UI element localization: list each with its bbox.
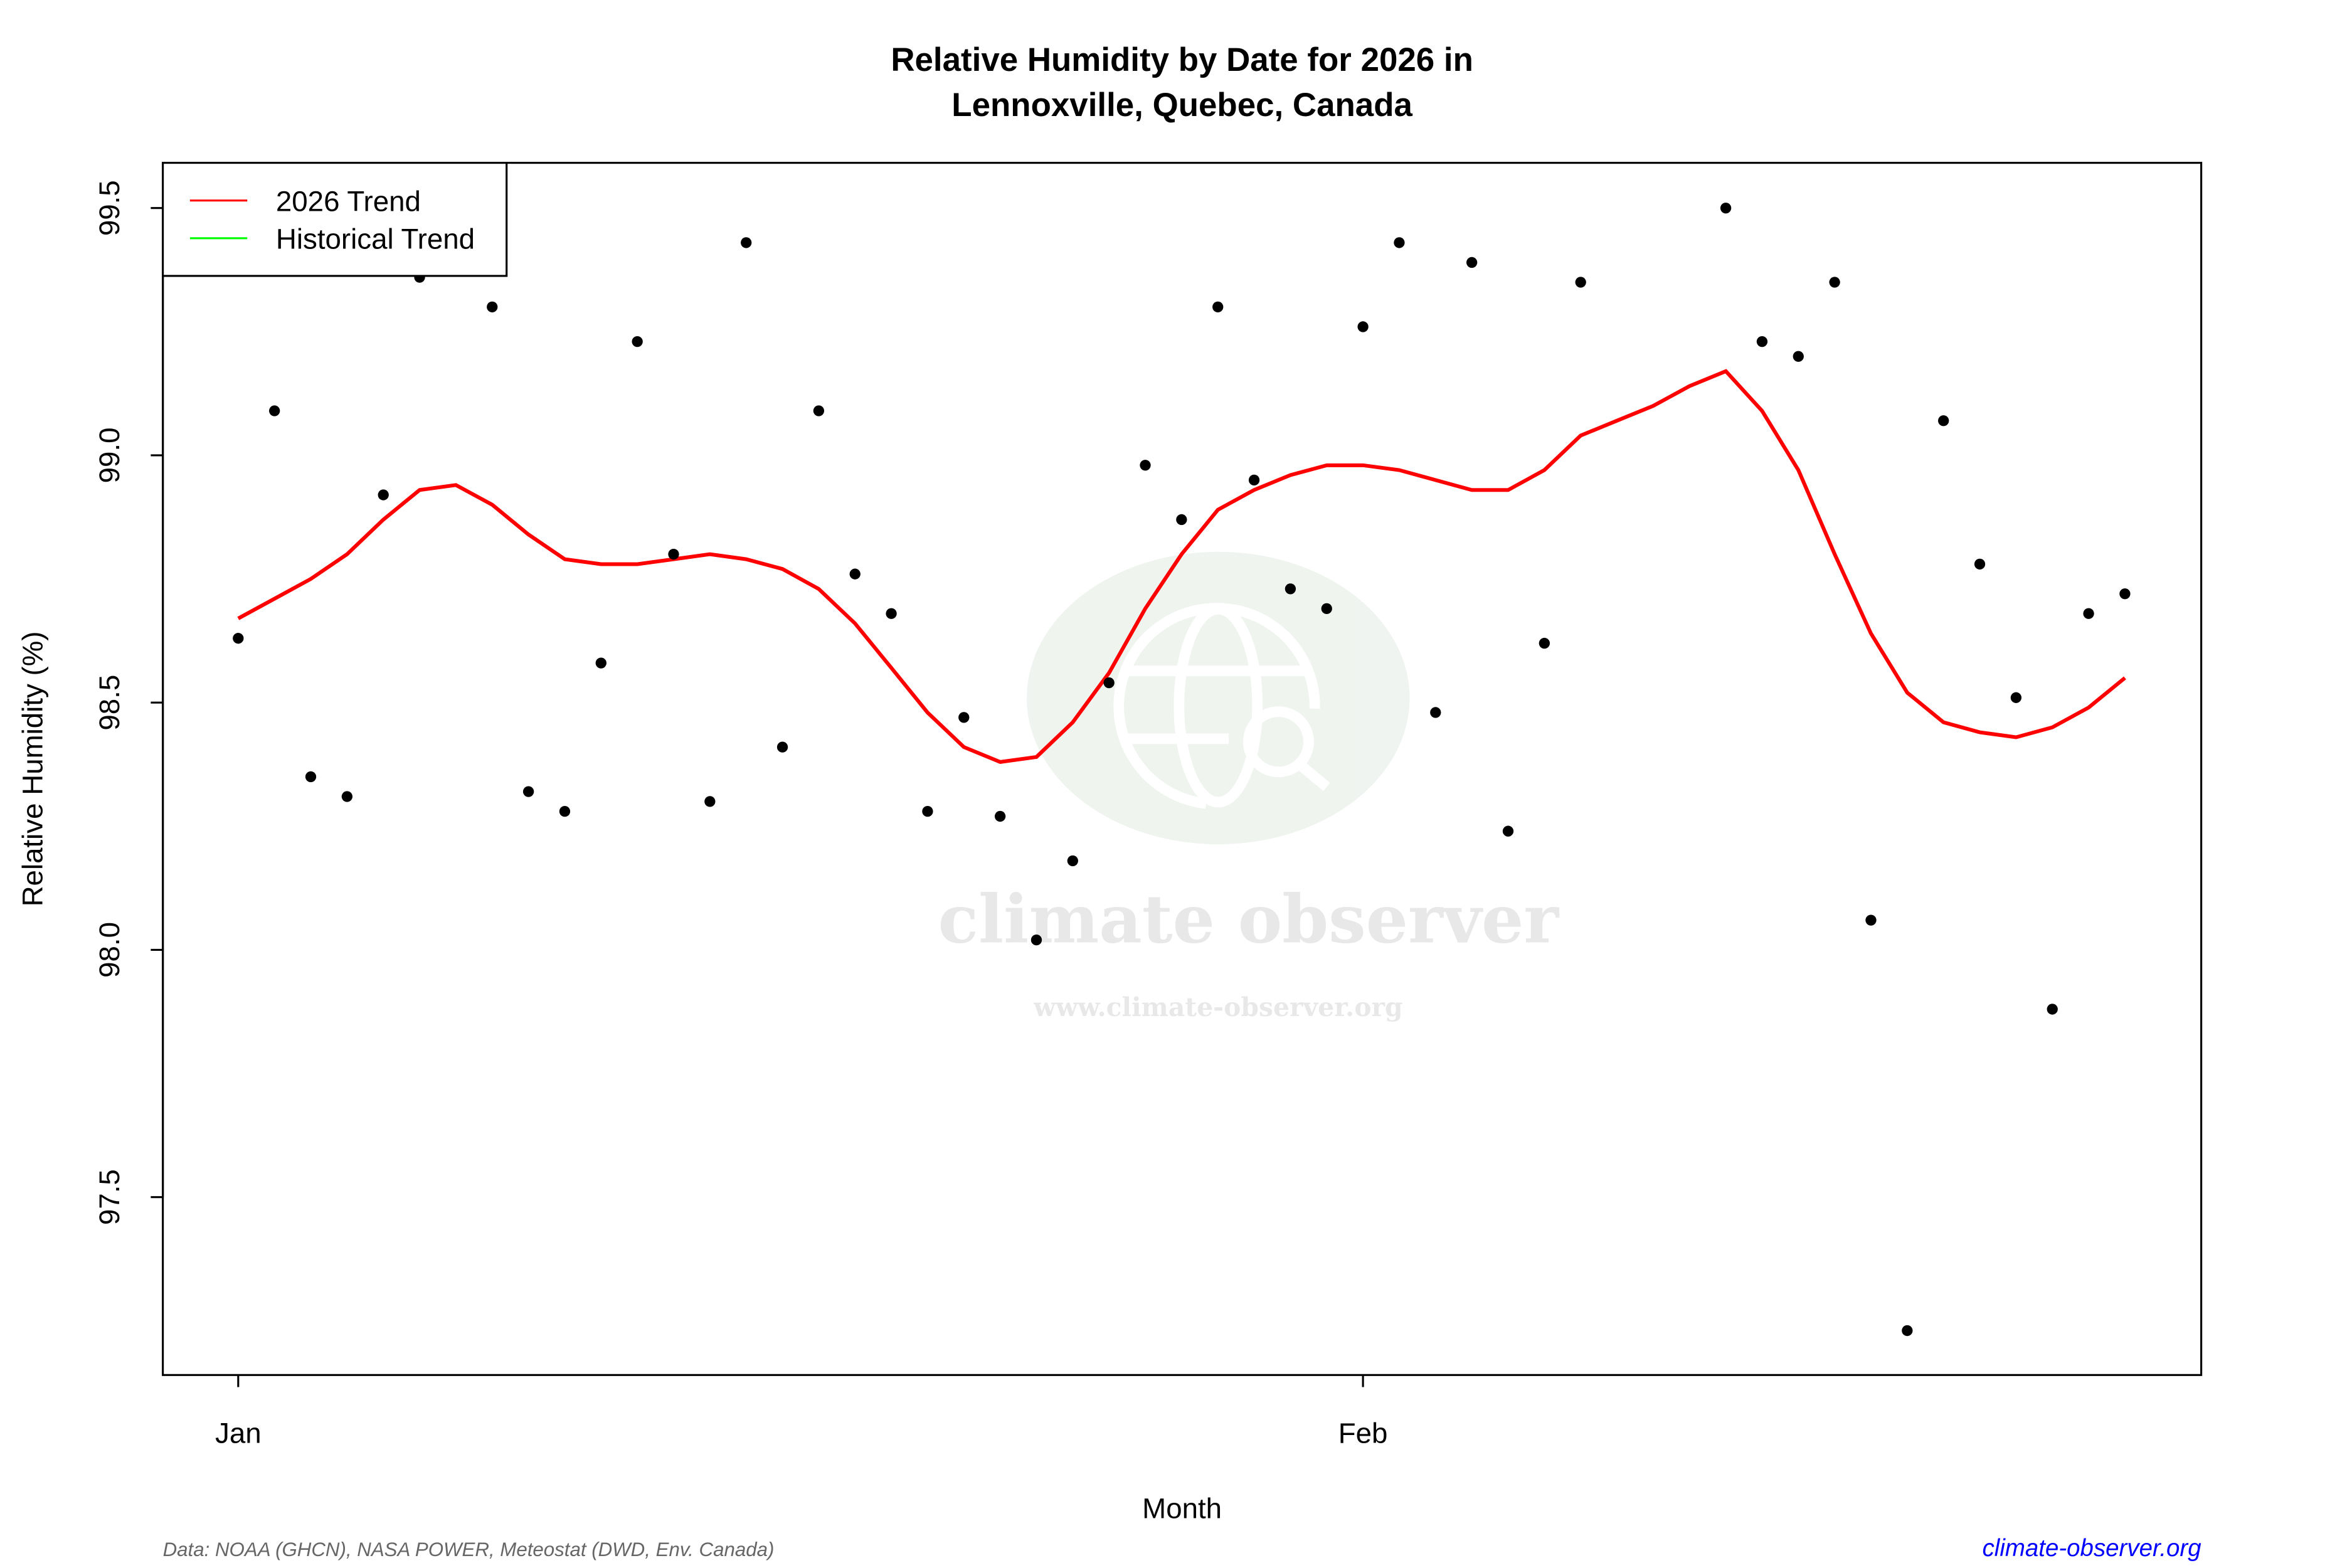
chart-title-line1: Relative Humidity by Date for 2026 in [891,41,1473,78]
data-point [1720,203,1732,214]
data-point [1067,855,1078,867]
data-point [776,741,788,753]
data-point [1321,603,1332,615]
data-point [2010,692,2022,703]
data-point [1466,257,1478,268]
data-point [1394,237,1405,248]
watermark: climate observer www.climate-observer.or… [938,551,1560,1022]
trend-2026-line [237,369,2126,764]
data-point [958,712,970,723]
watermark-name: climate observer [938,880,1560,958]
data-point [341,791,353,802]
data-point [559,806,571,817]
data-point [2083,608,2094,619]
data-point [595,657,607,669]
y-axis: 97.5 98.0 98.5 99.0 99.5 [93,180,164,1225]
data-point [1212,301,1224,313]
y-tick-label: 98.5 [93,675,125,731]
data-point [1575,277,1586,288]
chart-title-line2: Lennoxville, Quebec, Canada [951,87,1412,124]
data-point [1902,1325,1913,1337]
x-tick-label: Jan [215,1417,262,1449]
data-point [1430,707,1441,718]
site-link[interactable]: climate-observer.org [1983,1535,2202,1562]
y-tick-label: 99.5 [93,180,125,236]
data-point [1938,415,1949,426]
watermark-url: www.climate-observer.org [1033,992,1403,1022]
data-point [741,237,752,248]
data-point [305,771,317,783]
data-point [922,806,933,817]
watermark-globe-search-icon [1113,603,1330,809]
data-point [1793,351,1804,362]
data-point [378,489,389,501]
data-point [1176,514,1187,526]
data-point [886,608,897,619]
x-axis-label: Month [1142,1493,1222,1525]
data-source-note: Data: NOAA (GHCN), NASA POWER, Meteostat… [163,1539,775,1560]
data-point [1357,321,1369,332]
x-axis: Jan Feb [215,1375,1387,1449]
data-point [1248,474,1260,486]
data-point [233,633,244,644]
data-point [668,549,679,560]
data-point [1502,825,1514,837]
data-point [1756,336,1768,347]
data-point [1140,460,1151,471]
data-point [1539,637,1550,649]
data-point [704,796,716,807]
data-point [2047,1004,2058,1015]
y-tick-label: 99.0 [93,428,125,484]
data-point [1829,277,1840,288]
legend-label-historical-trend: Historical Trend [276,223,475,255]
data-point [2119,588,2131,600]
legend-box [162,162,508,277]
data-point [813,405,825,416]
data-point [632,336,643,347]
y-tick-label: 98.0 [93,922,125,978]
data-point [522,786,534,797]
data-point [849,568,861,580]
x-tick-label: Feb [1338,1417,1388,1449]
data-point [1103,677,1115,689]
data-point [994,810,1006,822]
data-point [487,301,498,313]
data-point [1030,935,1042,946]
y-axis-label: Relative Humidity (%) [16,632,48,907]
data-point [1865,914,1877,926]
data-point [1285,583,1296,595]
legend-label-2026-trend: 2026 Trend [276,186,421,218]
data-point [269,405,280,416]
data-point [1974,558,1986,570]
y-tick-label: 97.5 [93,1169,125,1225]
legend: 2026 Trend Historical Trend [162,162,508,277]
data-points [233,203,2131,1337]
